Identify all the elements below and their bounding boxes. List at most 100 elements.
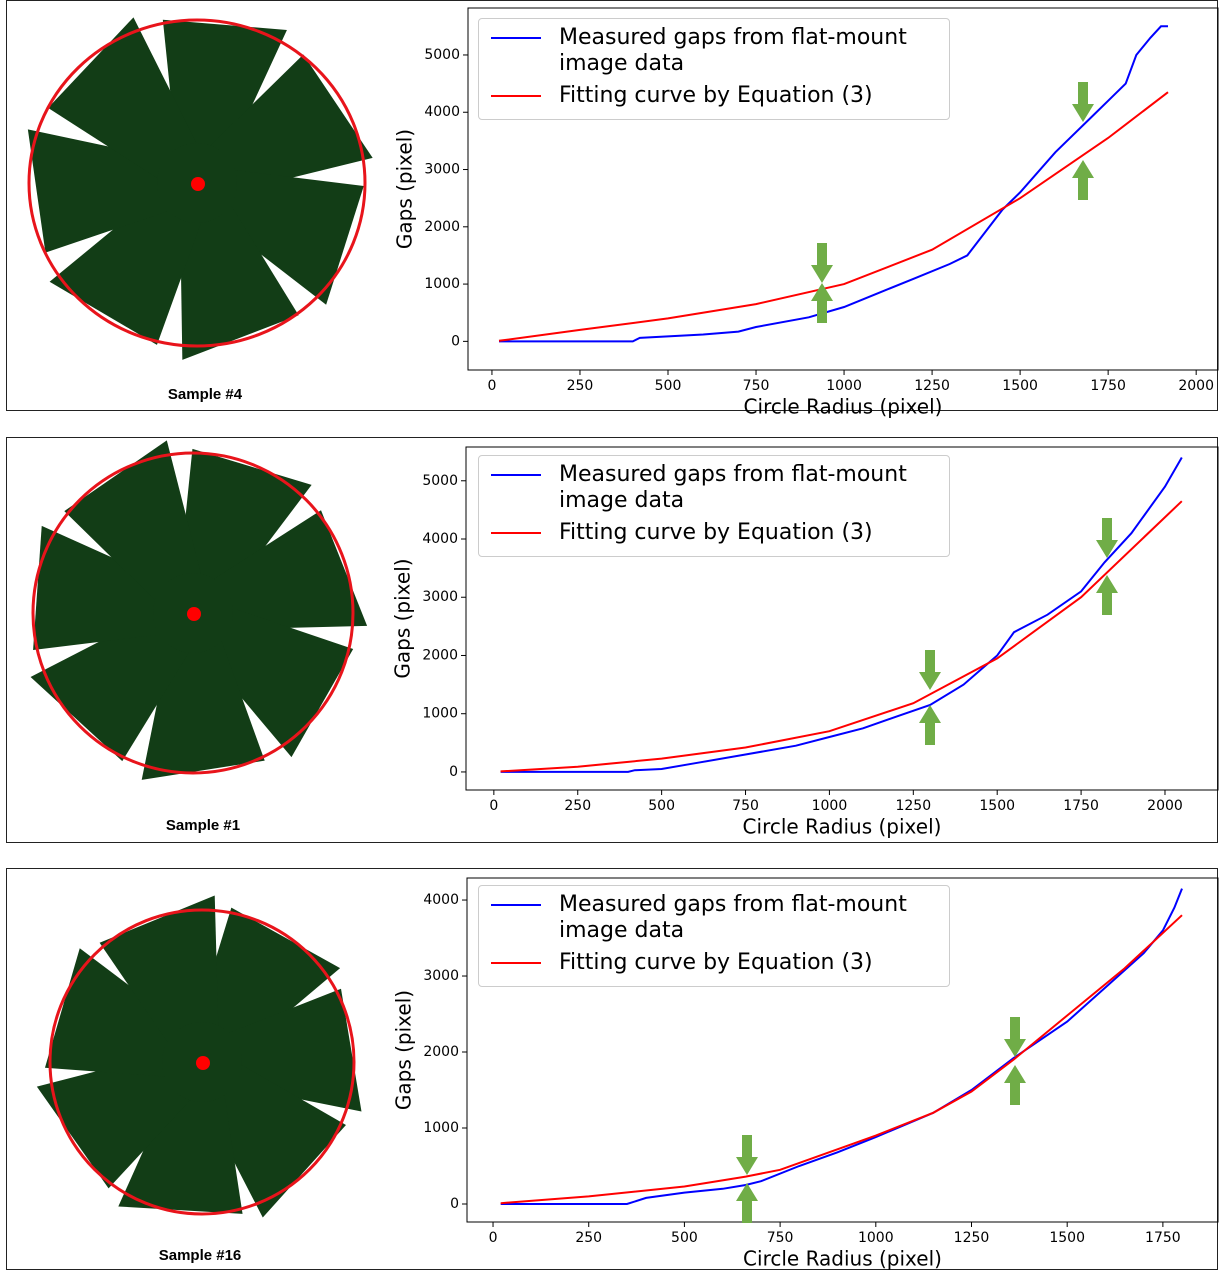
annotation-arrow	[1004, 1017, 1026, 1057]
plot-frame	[466, 877, 1219, 1223]
petal	[179, 178, 299, 360]
annotation-arrow	[1096, 575, 1118, 615]
center-dot	[191, 177, 205, 191]
plot-frame	[465, 446, 1219, 791]
x-tick-label: 1750	[1145, 1230, 1181, 1246]
petal	[48, 17, 211, 195]
y-tick-label: 1000	[424, 276, 460, 292]
x-tick-label: 1500	[979, 798, 1015, 814]
x-tick-label: 2000	[1147, 798, 1183, 814]
x-axis-label: Circle Radius (pixel)	[744, 395, 943, 419]
y-tick-label: 0	[450, 1196, 459, 1212]
y-tick-label: 4000	[422, 531, 458, 547]
legend-swatch	[491, 532, 541, 534]
annotation-arrow	[1072, 82, 1094, 122]
legend-entry: Fitting curve by Equation (3)	[489, 520, 939, 546]
legend-label: Fitting curve by Equation (3)	[559, 520, 873, 545]
y-tick-label: 2000	[422, 647, 458, 663]
annotation-arrow	[919, 650, 941, 690]
x-tick-label: 1000	[826, 378, 862, 394]
x-tick-label: 500	[671, 1230, 698, 1246]
y-tick-label: 3000	[424, 162, 460, 178]
fit-circle	[27, 18, 367, 348]
data-line	[500, 500, 1183, 773]
y-tick-label: 0	[451, 333, 460, 349]
flat-mount-image	[27, 17, 373, 360]
petal	[49, 172, 212, 345]
x-tick-label: 750	[767, 1230, 794, 1246]
flat-mount-image	[30, 440, 368, 780]
x-tick-label: 1250	[954, 1230, 990, 1246]
annotation-arrow	[1096, 518, 1118, 558]
legend-swatch	[491, 95, 541, 97]
x-tick-label: 1000	[858, 1230, 894, 1246]
x-tick-label: 250	[567, 378, 594, 394]
legend: Measured gaps from flat-mount image data…	[478, 455, 950, 557]
x-axis-label: Circle Radius (pixel)	[743, 1247, 942, 1271]
y-tick-label: 5000	[422, 473, 458, 489]
legend-label: Fitting curve by Equation (3)	[559, 950, 873, 975]
legend-label: Measured gaps from flat-mount image data	[559, 462, 907, 513]
x-tick-label: 1250	[914, 378, 950, 394]
x-tick-label: 500	[648, 798, 675, 814]
x-tick-label: 1500	[1049, 1230, 1085, 1246]
legend-label: Fitting curve by Equation (3)	[559, 83, 873, 108]
x-tick-label: 1500	[1002, 378, 1038, 394]
legend-swatch	[491, 904, 541, 906]
caption: Sample #16	[159, 1247, 242, 1264]
petal	[188, 54, 373, 199]
x-tick-label: 0	[489, 798, 498, 814]
y-tick-label: 3000	[422, 589, 458, 605]
x-tick-label: 1750	[1063, 798, 1099, 814]
annotation-arrow	[736, 1135, 758, 1175]
annotation-arrow	[811, 283, 833, 323]
x-tick-label: 0	[487, 378, 496, 394]
x-tick-label: 0	[489, 1230, 498, 1246]
x-tick-label: 500	[655, 378, 682, 394]
y-tick-label: 3000	[423, 968, 459, 984]
annotation-arrow	[811, 243, 833, 283]
data-line	[499, 25, 1168, 343]
y-tick-label: 4000	[424, 104, 460, 120]
data-line	[498, 91, 1169, 342]
y-tick-label: 1000	[423, 1120, 459, 1136]
petal	[190, 166, 364, 305]
flat-mount-image	[36, 895, 362, 1218]
center-dot	[187, 607, 201, 621]
y-axis-label: Gaps (pixel)	[392, 990, 416, 1110]
y-tick-label: 5000	[424, 47, 460, 63]
y-tick-label: 4000	[423, 892, 459, 908]
caption: Sample #1	[166, 817, 240, 834]
annotation-arrow	[919, 705, 941, 745]
data-line	[500, 457, 1183, 773]
x-axis-label: Circle Radius (pixel)	[743, 815, 942, 839]
legend-entry: Measured gaps from flat-mount image data	[489, 462, 939, 514]
legend-label: Measured gaps from flat-mount image data	[559, 892, 907, 943]
center-dot	[196, 1056, 210, 1070]
legend-entry: Measured gaps from flat-mount image data	[489, 892, 939, 944]
legend: Measured gaps from flat-mount image data…	[478, 885, 950, 987]
x-tick-label: 1750	[1090, 378, 1126, 394]
data-line	[500, 914, 1183, 1205]
annotation-arrow	[1004, 1065, 1026, 1105]
plot-frame	[467, 7, 1219, 371]
petal	[187, 510, 368, 631]
x-tick-label: 250	[564, 798, 591, 814]
y-tick-label: 1000	[422, 706, 458, 722]
y-axis-label: Gaps (pixel)	[393, 129, 417, 249]
x-tick-label: 250	[575, 1230, 602, 1246]
caption: Sample #4	[168, 386, 243, 403]
y-tick-label: 2000	[424, 219, 460, 235]
x-tick-label: 750	[743, 378, 770, 394]
legend-entry: Fitting curve by Equation (3)	[489, 83, 939, 109]
x-tick-label: 750	[732, 798, 759, 814]
legend-label: Measured gaps from flat-mount image data	[559, 25, 907, 76]
legend-entry: Fitting curve by Equation (3)	[489, 950, 939, 976]
annotation-arrow	[736, 1183, 758, 1223]
data-line	[500, 888, 1183, 1205]
petal	[182, 598, 354, 758]
y-axis-label: Gaps (pixel)	[391, 558, 415, 678]
legend-entry: Measured gaps from flat-mount image data	[489, 25, 939, 77]
